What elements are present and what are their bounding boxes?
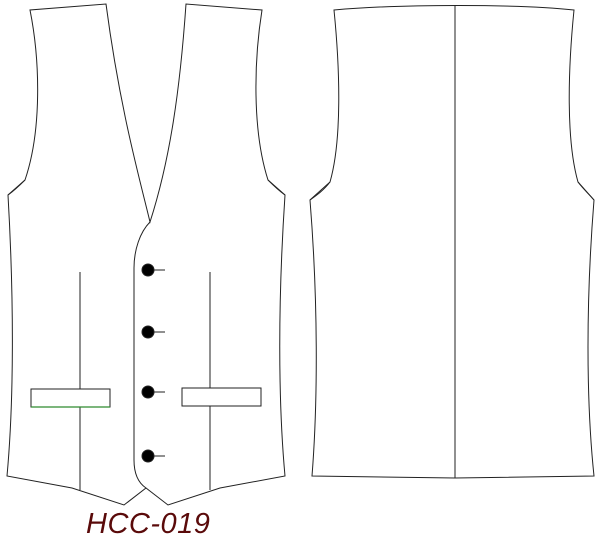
front-vest-outline: [6, 3, 286, 506]
button: [141, 449, 155, 463]
right-armhole-seam: [267, 179, 286, 196]
button: [141, 385, 155, 399]
button: [141, 263, 155, 277]
button: [141, 325, 155, 339]
right-welt-pocket: [181, 387, 262, 407]
front-closure-edge: [133, 221, 151, 489]
front-view: [6, 3, 286, 506]
style-code: HCC-019: [86, 508, 211, 540]
front-buttons: [141, 263, 165, 463]
back-view: [309, 5, 595, 479]
left-welt-pocket: [30, 388, 111, 408]
back-right-armhole-seam: [577, 181, 595, 201]
back-vest-outline: [309, 5, 595, 479]
back-left-armhole-seam: [309, 181, 331, 201]
left-armhole-seam: [7, 179, 26, 196]
